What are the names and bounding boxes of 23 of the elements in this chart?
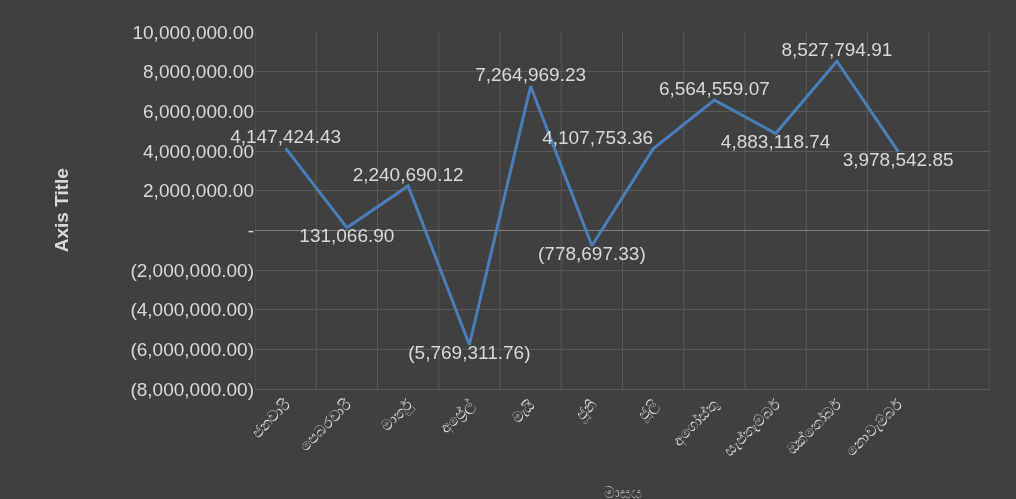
data-label: 6,564,559.07 bbox=[658, 78, 770, 100]
y-tick-label: 6,000,000.00 bbox=[143, 100, 254, 122]
x-tick-label: මැයි bbox=[507, 395, 539, 428]
x-tick-label: ජූලි bbox=[633, 395, 663, 425]
data-label: 7,264,969.23 bbox=[475, 64, 587, 86]
y-axis-title: Axis Title bbox=[51, 168, 73, 253]
y-tick-label: 8,000,000.00 bbox=[143, 61, 254, 83]
data-label: 131,066.90 bbox=[299, 224, 395, 246]
x-tick-label: ජූනි bbox=[571, 395, 601, 425]
y-tick-label: - bbox=[247, 219, 254, 241]
y-tick-label: 10,000,000.00 bbox=[132, 21, 254, 43]
y-tick-label: (6,000,000.00) bbox=[130, 338, 254, 360]
y-tick-label: 2,000,000.00 bbox=[143, 180, 254, 202]
data-label: (5,769,311.76) bbox=[408, 342, 531, 364]
data-label: 2,240,690.12 bbox=[352, 164, 464, 186]
y-tick-label: (2,000,000.00) bbox=[130, 259, 254, 281]
data-label: 8,527,794.91 bbox=[781, 39, 893, 61]
data-label: 4,883,118.74 bbox=[720, 130, 831, 152]
y-tick-label: (4,000,000.00) bbox=[130, 299, 254, 321]
y-tick-label: (8,000,000.00) bbox=[130, 378, 254, 400]
x-axis-title: මාසය bbox=[604, 484, 642, 499]
data-label: (778,697.33) bbox=[538, 243, 646, 265]
data-label: 3,978,542.85 bbox=[842, 148, 954, 170]
